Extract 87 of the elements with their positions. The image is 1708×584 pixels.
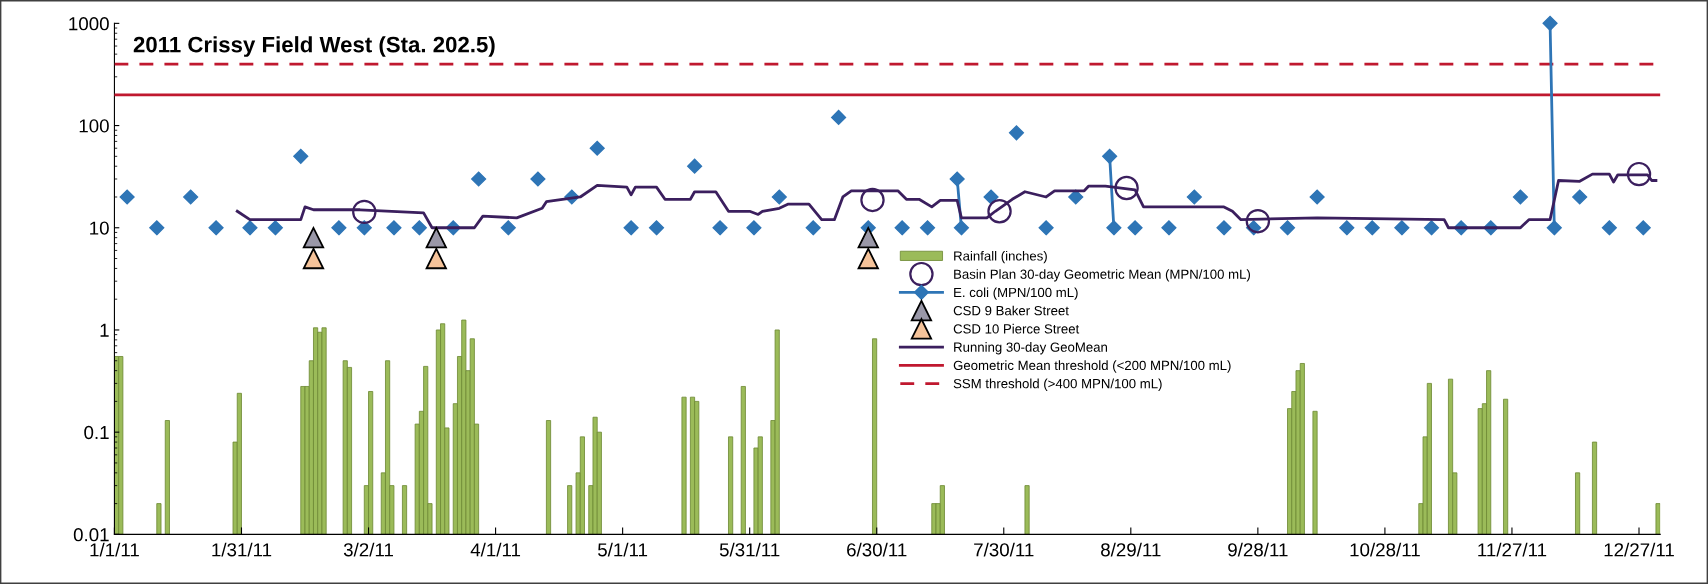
point <box>1394 220 1410 236</box>
point <box>1127 220 1143 236</box>
point <box>208 220 224 236</box>
point <box>857 227 879 249</box>
point <box>183 189 199 205</box>
x-tick-label: 6/30/11 <box>847 542 907 557</box>
point <box>648 220 665 236</box>
legend-label: SSM threshold (>400 MPN/100 mL) <box>953 378 1162 391</box>
point <box>746 220 762 236</box>
legend-label: Running 30-day GeoMean <box>954 342 1107 355</box>
point <box>386 220 402 236</box>
point <box>530 171 546 187</box>
point <box>1102 148 1118 164</box>
y-tick-label: 100 <box>79 119 109 133</box>
point <box>119 189 135 205</box>
point <box>149 220 165 236</box>
point <box>894 220 910 236</box>
point <box>949 171 965 187</box>
point <box>1216 220 1232 236</box>
x-tick-label: 5/1/11 <box>598 542 648 557</box>
point <box>352 199 377 225</box>
x-tick-label: 1/31/11 <box>212 542 272 557</box>
x-tick-label: 5/31/11 <box>719 542 780 557</box>
point <box>1635 220 1651 236</box>
point <box>1106 220 1122 236</box>
point <box>1339 220 1355 236</box>
point <box>953 220 969 236</box>
point <box>860 187 885 213</box>
point <box>242 220 258 236</box>
x-tick-label: 3/2/11 <box>343 542 393 557</box>
y-tick-label: 0.1 <box>84 425 109 440</box>
point <box>331 220 347 236</box>
x-tick-label: 12/27/11 <box>1604 542 1674 557</box>
x-tick-label: 1/1/11 <box>90 542 139 557</box>
legend-label: CSD 10 Pierce Street <box>953 323 1080 334</box>
point <box>471 171 487 187</box>
point <box>500 220 516 236</box>
point <box>712 220 728 236</box>
legend-label: Rainfall (inches) <box>954 250 1047 264</box>
point <box>425 227 447 249</box>
point <box>1279 220 1296 236</box>
x-tick-label: 10/28/11 <box>1350 542 1420 557</box>
point <box>1546 220 1562 236</box>
point <box>1601 220 1617 236</box>
point <box>857 247 879 270</box>
point <box>1423 220 1440 236</box>
point <box>1542 15 1558 31</box>
point <box>1008 125 1025 141</box>
point <box>919 220 936 236</box>
point <box>1068 189 1084 205</box>
point <box>831 109 847 126</box>
x-tick-label: 7/30/11 <box>974 542 1034 557</box>
x-tick-label: 4/1/11 <box>470 542 521 557</box>
legend-label: Basin Plan 30-day Geometric Mean (MPN/100 mL) <box>954 269 1250 282</box>
point <box>1572 189 1588 205</box>
legend-label: CSD 9 Baker Street <box>953 305 1069 316</box>
point <box>425 247 447 270</box>
point <box>1161 220 1177 236</box>
point <box>687 158 703 174</box>
x-tick-label: 8/29/11 <box>1101 542 1161 557</box>
point <box>293 148 309 164</box>
point <box>1114 175 1139 201</box>
x-tick-label: 9/28/11 <box>1228 542 1288 557</box>
point <box>1512 189 1529 205</box>
point <box>1309 189 1325 205</box>
y-tick-label: 10 <box>90 221 109 235</box>
point <box>267 220 283 236</box>
y-tick-label: 0.01 <box>73 528 109 542</box>
y-tick-label: 1 <box>100 323 109 337</box>
point <box>623 220 639 236</box>
legend-label: E. coli (MPN/100 mL) <box>954 287 1078 300</box>
x-tick-label: 11/27/11 <box>1478 542 1547 557</box>
point <box>987 199 1012 224</box>
point <box>1245 208 1271 234</box>
point <box>1364 220 1380 236</box>
text: 2011 Crissy Field West (Sta. 202.5) <box>133 36 495 57</box>
point <box>1626 161 1652 187</box>
point <box>1038 220 1054 236</box>
point <box>805 220 821 236</box>
point <box>302 227 325 249</box>
point <box>302 247 325 270</box>
point <box>1186 189 1202 205</box>
point <box>411 220 427 236</box>
point <box>589 140 605 156</box>
y-tick-label: 1000 <box>69 17 109 31</box>
point <box>771 189 787 205</box>
legend-label: Geometric Mean threshold (<200 MPN/100 mL) <box>953 360 1231 373</box>
